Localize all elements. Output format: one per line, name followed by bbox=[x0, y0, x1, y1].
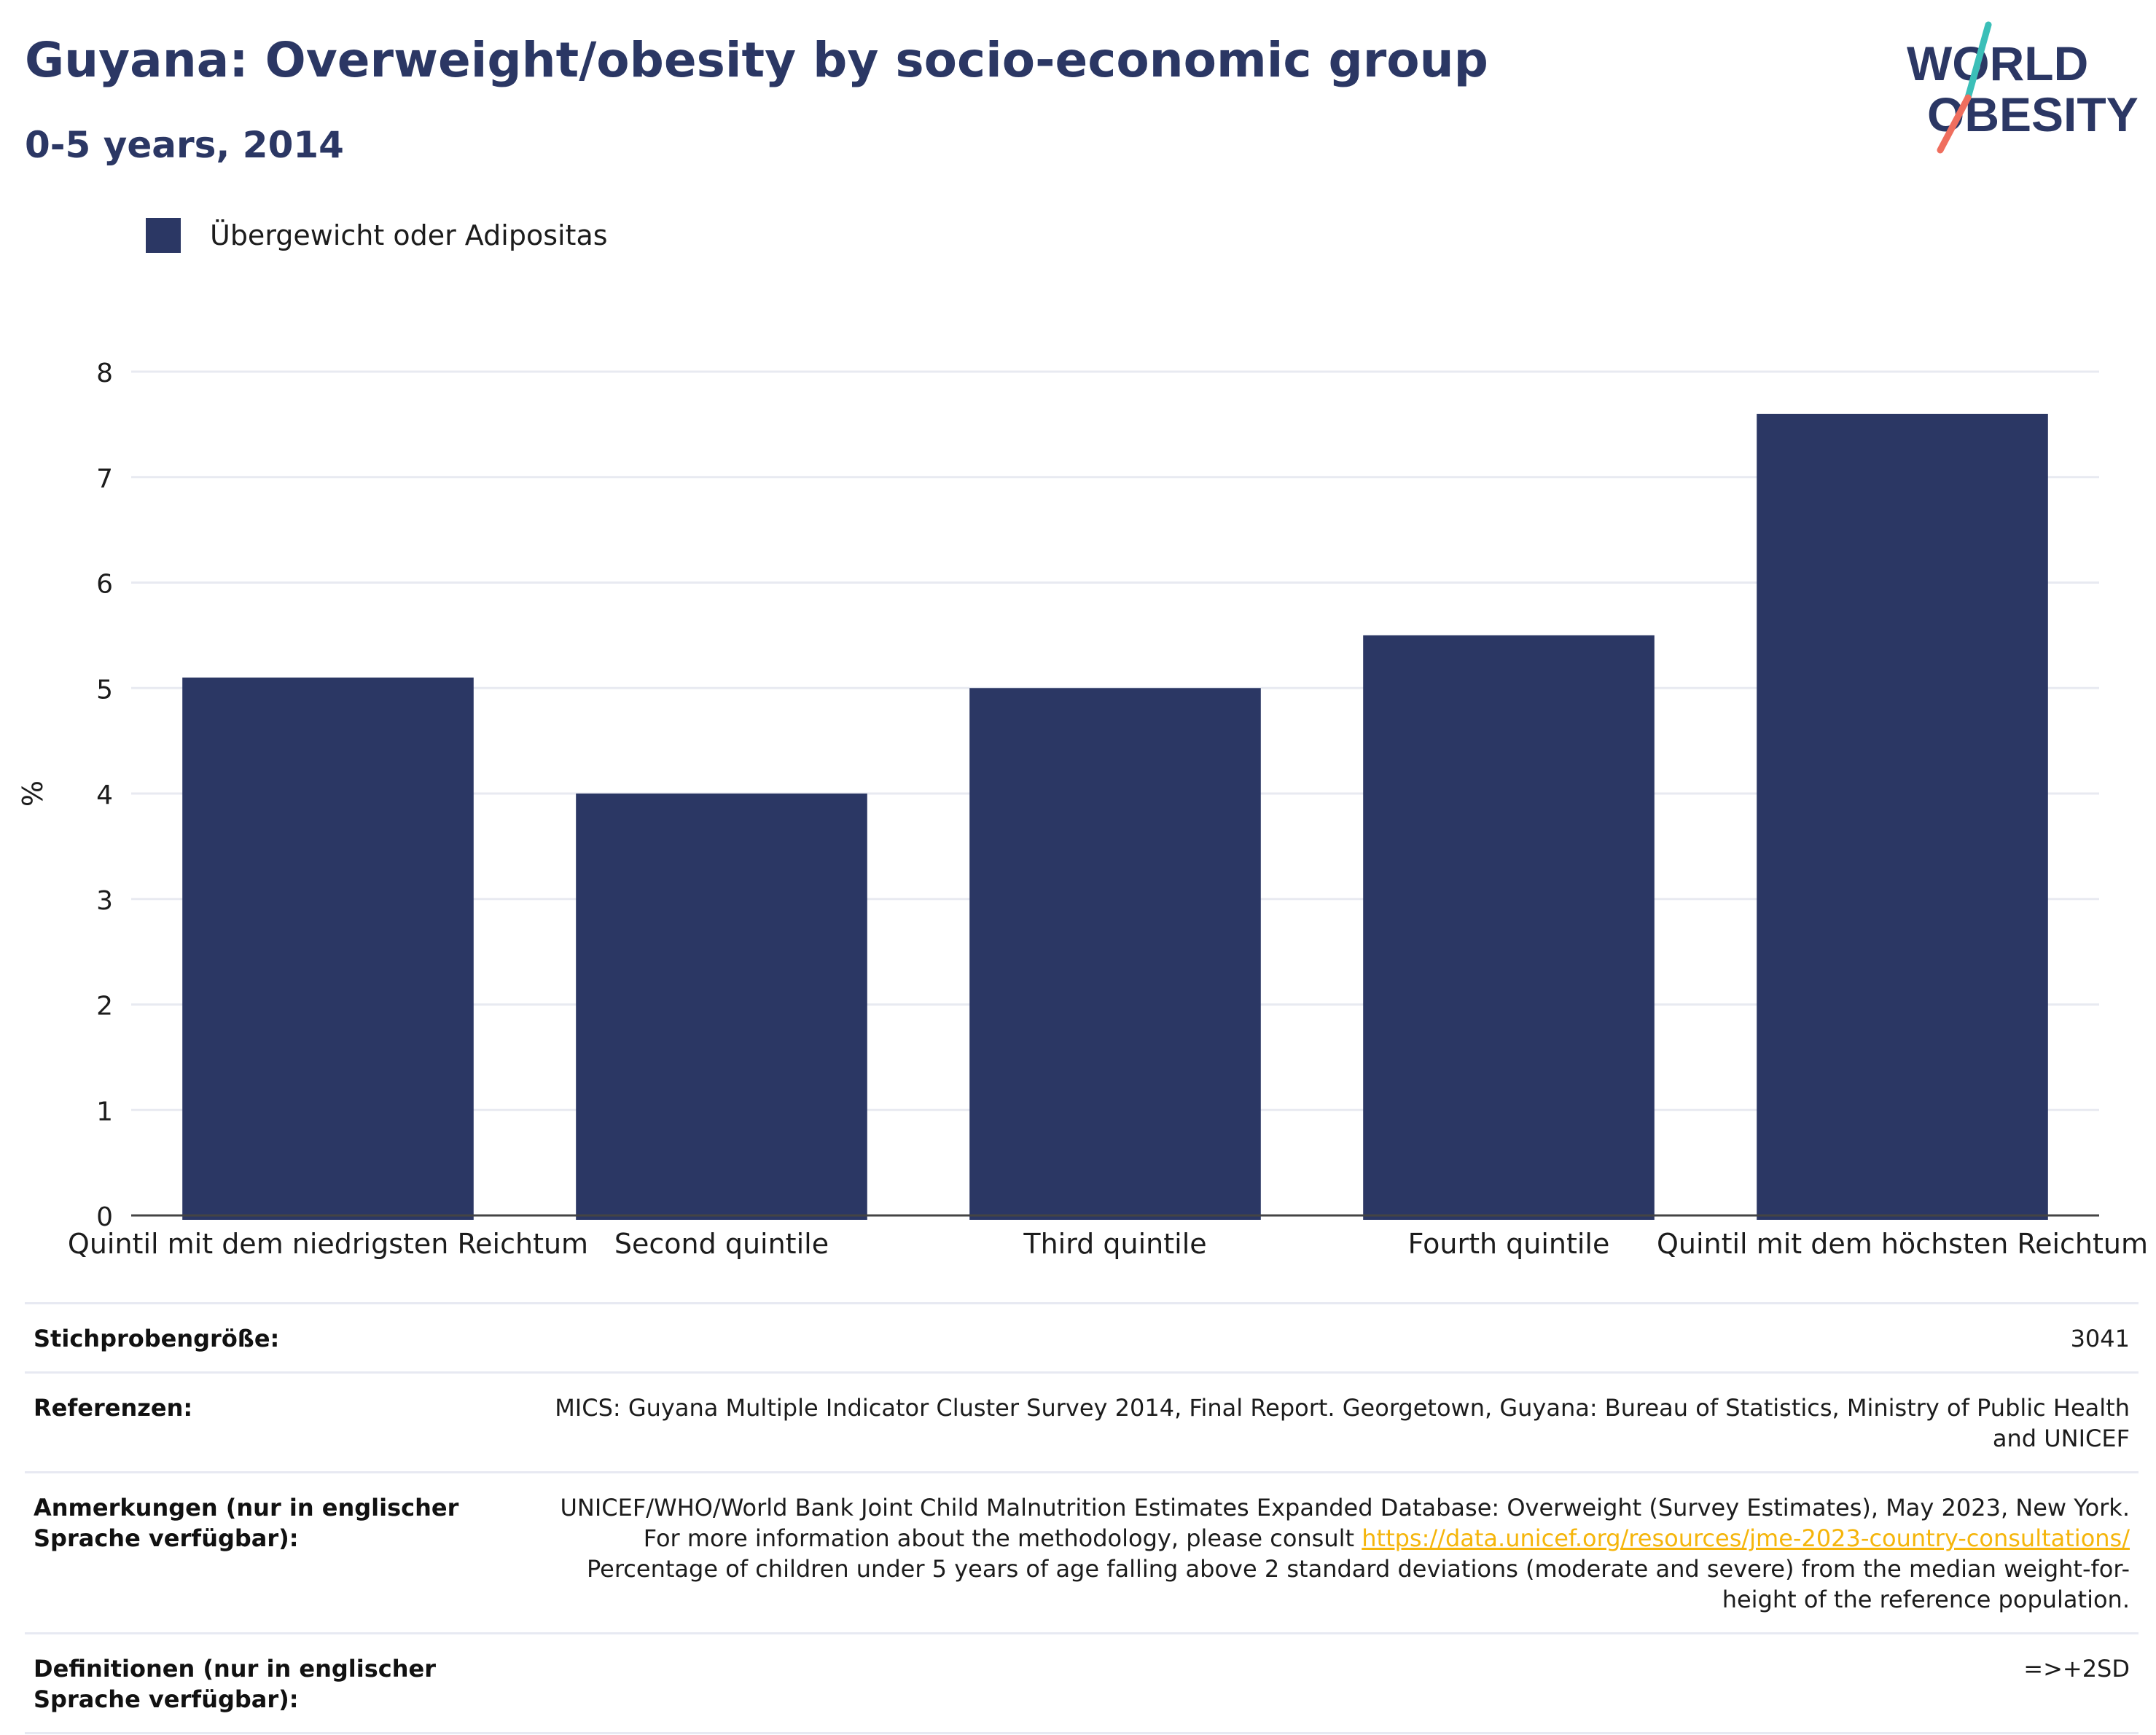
bar[interactable] bbox=[1757, 413, 2048, 1220]
y-tick-label: 1 bbox=[96, 1097, 113, 1127]
y-axis-ticks: 0 1 2 3 4 5 6 7 8 bbox=[96, 359, 113, 1232]
y-tick-label: 2 bbox=[96, 992, 113, 1022]
x-tick-label: Quintil mit dem höchsten Reichtum bbox=[1657, 1228, 2148, 1260]
y-tick-label: 5 bbox=[96, 675, 113, 705]
logo-word-world: WORLD bbox=[1907, 36, 2088, 90]
bar[interactable] bbox=[182, 677, 474, 1220]
meta-row-definitions: Definitionen (nur in englischer Sprache … bbox=[25, 1632, 2139, 1734]
notes-text: UNICEF/WHO/World Bank Joint Child Malnut… bbox=[560, 1494, 2130, 1552]
y-tick-label: 8 bbox=[96, 359, 113, 388]
x-tick-label: Fourth quintile bbox=[1408, 1228, 1610, 1260]
methodology-link[interactable]: https://data.unicef.org/resources/jme-20… bbox=[1362, 1524, 2130, 1552]
legend-label: Übergewicht oder Adipositas bbox=[210, 219, 608, 251]
bars bbox=[182, 413, 2048, 1220]
world-obesity-logo[interactable]: WORLD OBESITY bbox=[1895, 15, 2143, 160]
bar-chart: 0 1 2 3 4 5 6 7 8 % Quintil mit dem niedrigsten … bbox=[17, 359, 2148, 1260]
bar[interactable] bbox=[969, 688, 1261, 1220]
x-axis-ticks: Quintil mit dem niedrigsten Reichtum Seco… bbox=[68, 1228, 2148, 1260]
y-tick-label: 7 bbox=[96, 464, 113, 494]
metadata-table: Stichprobengröße: 3041 Referenzen: MICS:… bbox=[25, 1302, 2139, 1734]
logo-slash-teal bbox=[1964, 21, 1992, 101]
definitions-label: Definitionen (nur in englischer Sprache … bbox=[34, 1655, 436, 1713]
sample-size-label: Stichprobengröße: bbox=[34, 1325, 280, 1352]
y-tick-label: 3 bbox=[96, 886, 113, 916]
sample-size-value: 3041 bbox=[2070, 1325, 2130, 1352]
references-label: Referenzen: bbox=[34, 1394, 193, 1422]
bar[interactable] bbox=[1363, 635, 1655, 1220]
references-value: MICS: Guyana Multiple Indicator Cluster … bbox=[555, 1394, 2130, 1452]
meta-row-sample-size: Stichprobengröße: 3041 bbox=[25, 1302, 2139, 1371]
x-tick-label: Quintil mit dem niedrigsten Reichtum bbox=[68, 1228, 588, 1260]
logo-slash-coral bbox=[1937, 94, 1972, 154]
y-tick-label: 6 bbox=[96, 570, 113, 600]
legend-swatch bbox=[146, 218, 181, 253]
notes-label: Anmerkungen (nur in englischer Sprache v… bbox=[34, 1494, 459, 1552]
meta-row-notes: Anmerkungen (nur in englischer Sprache v… bbox=[25, 1471, 2139, 1632]
y-tick-label: 0 bbox=[96, 1202, 113, 1232]
y-tick-label: 4 bbox=[96, 780, 113, 810]
bar[interactable] bbox=[576, 794, 867, 1220]
notes-value: UNICEF/WHO/World Bank Joint Child Malnut… bbox=[544, 1492, 2130, 1615]
meta-row-references: Referenzen: MICS: Guyana Multiple Indica… bbox=[25, 1371, 2139, 1471]
legend[interactable]: Übergewicht oder Adipositas bbox=[146, 217, 608, 254]
x-tick-label: Second quintile bbox=[614, 1228, 829, 1260]
y-axis-label: % bbox=[17, 780, 49, 807]
x-tick-label: Third quintile bbox=[1023, 1228, 1206, 1260]
chart-title: Guyana: Overweight/obesity by socio-econ… bbox=[25, 32, 1488, 88]
definitions-value: =>+2SD bbox=[2023, 1655, 2130, 1683]
notes-definition-text: Percentage of children under 5 years of … bbox=[587, 1555, 2130, 1613]
chart-subtitle: 0-5 years, 2014 bbox=[25, 124, 344, 166]
